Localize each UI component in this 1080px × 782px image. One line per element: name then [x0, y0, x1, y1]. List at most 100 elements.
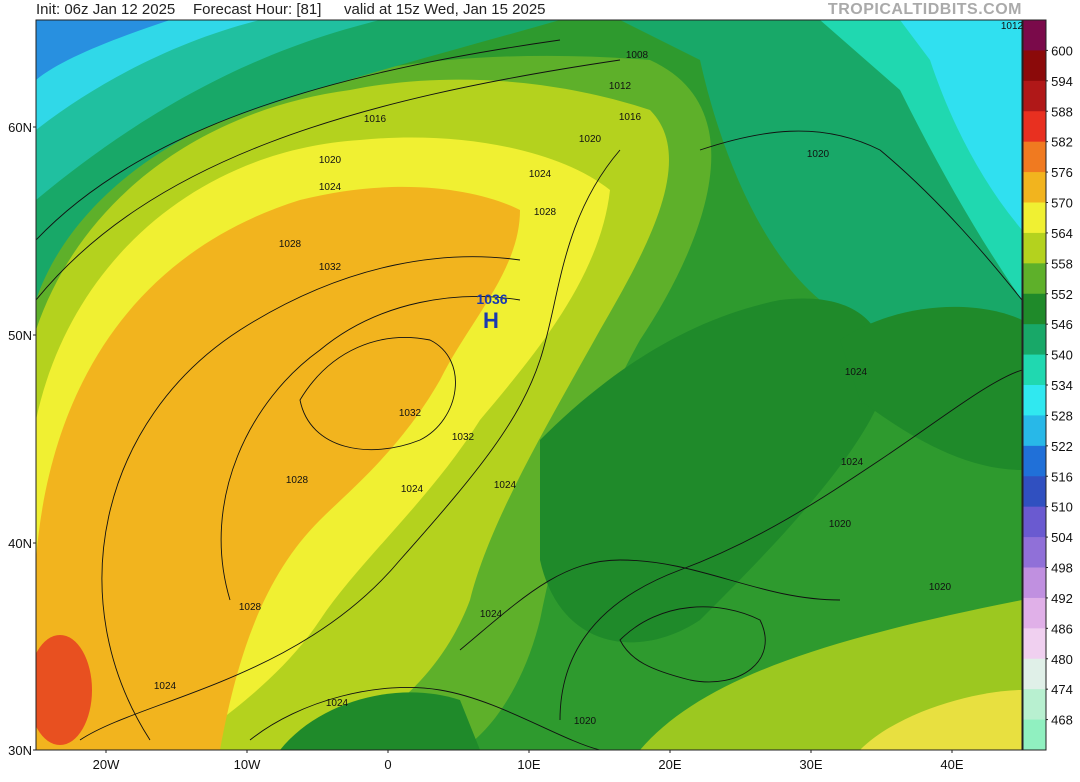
colorbar-label: 510 [1051, 500, 1073, 515]
colorbar-band [1023, 20, 1046, 51]
colorbar-band [1023, 263, 1046, 295]
lon-label: 20E [658, 757, 681, 772]
colorbar-band [1023, 628, 1046, 660]
shade-nw-522 [36, 20, 170, 80]
colorbar-label: 540 [1051, 348, 1073, 363]
colorbar-label: 468 [1051, 713, 1073, 728]
lat-label: 60N [8, 120, 32, 135]
pressure-label: 1024 [845, 367, 868, 378]
colorbar-label: 552 [1051, 287, 1073, 302]
pressure-label: 1028 [279, 239, 302, 250]
colorbar-band [1023, 324, 1046, 356]
colorbar-band [1023, 50, 1046, 82]
shade-dark-east [540, 298, 886, 643]
shade-dark-s [280, 692, 480, 750]
colorbar-band [1023, 689, 1046, 721]
pressure-label: 1020 [929, 582, 952, 593]
lon-label: 10E [517, 757, 540, 772]
shade-se-576 [860, 690, 1022, 750]
colorbar-band [1023, 445, 1046, 477]
colorbar-label: 576 [1051, 165, 1073, 180]
colorbar-band [1023, 80, 1046, 112]
colorbar-label: 600 [1051, 43, 1073, 58]
colorbar-band [1023, 506, 1046, 538]
colorbar-label: 504 [1051, 530, 1073, 545]
colorbar-band [1023, 172, 1046, 203]
lat-label: 40N [8, 536, 32, 551]
pressure-label: 1028 [534, 207, 557, 218]
pressure-label: 1028 [239, 602, 262, 613]
pressure-label: 1024 [841, 457, 864, 468]
pressure-label: 1032 [399, 408, 422, 419]
colorbar-label: 594 [1051, 74, 1073, 89]
colorbar-label: 528 [1051, 408, 1073, 423]
shade-534 [900, 20, 1022, 230]
colorbar-label: 516 [1051, 469, 1073, 484]
pressure-label: 1016 [619, 112, 642, 123]
colorbar-band [1023, 354, 1046, 386]
pressure-label: 1024 [326, 698, 349, 709]
colorbar-label: 498 [1051, 561, 1073, 576]
pressure-label: 1024 [401, 484, 424, 495]
colorbar-band [1023, 537, 1046, 568]
pressure-label: H [483, 308, 499, 333]
pressure-label: 1008 [626, 50, 649, 61]
colorbar-label: 558 [1051, 256, 1073, 271]
pressure-label: 1020 [829, 519, 852, 530]
pressure-label: 1024 [494, 480, 517, 491]
map-shading [36, 20, 1022, 750]
colorbar-label: 582 [1051, 135, 1073, 150]
pressure-label: 1032 [319, 262, 342, 273]
colorbar-band [1023, 111, 1046, 143]
pressure-label: 1020 [807, 149, 830, 160]
lon-label: 30E [799, 757, 822, 772]
pressure-label: 1024 [480, 609, 503, 620]
isobars [36, 39, 1022, 750]
colorbar-label: 546 [1051, 317, 1073, 332]
pressure-label: 1012 [609, 81, 632, 92]
colorbar-band [1023, 385, 1046, 416]
lon-label: 20W [93, 757, 120, 772]
forecast-hour-text: Forecast Hour: [81] [193, 1, 321, 18]
colorbar-band [1023, 658, 1046, 690]
pressure-label: 1012 [1001, 21, 1024, 32]
pressure-label: 1020 [574, 716, 597, 727]
lat-label: 50N [8, 328, 32, 343]
pressure-label: 1020 [579, 134, 602, 145]
pressure-label: 1028 [286, 475, 309, 486]
pressure-label: 1020 [319, 155, 342, 166]
colorbar-band [1023, 476, 1046, 508]
colorbar-label: 480 [1051, 652, 1073, 667]
colorbar-label: 492 [1051, 591, 1073, 606]
pressure-label: 1024 [529, 169, 552, 180]
valid-text: valid at 15z Wed, Jan 15 2025 [344, 1, 546, 18]
colorbar-label: 570 [1051, 196, 1073, 211]
shade-588 [36, 635, 92, 745]
colorbar-label: 588 [1051, 104, 1073, 119]
pressure-label: 1036 [476, 291, 507, 307]
colorbar-band [1023, 202, 1046, 234]
pressure-label: 1024 [319, 182, 342, 193]
lon-label: 40E [940, 757, 963, 772]
watermark: TROPICALTIDBITS.COM [828, 1, 1022, 18]
colorbar-label: 522 [1051, 439, 1073, 454]
colorbar-band [1023, 293, 1046, 325]
colorbar-band [1023, 415, 1046, 447]
colorbar-band [1023, 141, 1046, 173]
pressure-label: 1016 [364, 114, 387, 125]
lon-label: 10W [234, 757, 261, 772]
shade-582 [36, 186, 520, 750]
colorbar-label: 564 [1051, 226, 1073, 241]
pressure-label: 1032 [452, 432, 475, 443]
colorbar-band [1023, 232, 1046, 264]
lat-label: 30N [8, 743, 32, 758]
pressure-label: 1024 [154, 681, 177, 692]
shade-dark-ne [840, 306, 1022, 470]
colorbar-band [1023, 719, 1046, 751]
lon-label: 0 [384, 757, 391, 772]
init-text: Init: 06z Jan 12 2025 [36, 1, 175, 18]
colorbar-frame [1022, 19, 1047, 751]
